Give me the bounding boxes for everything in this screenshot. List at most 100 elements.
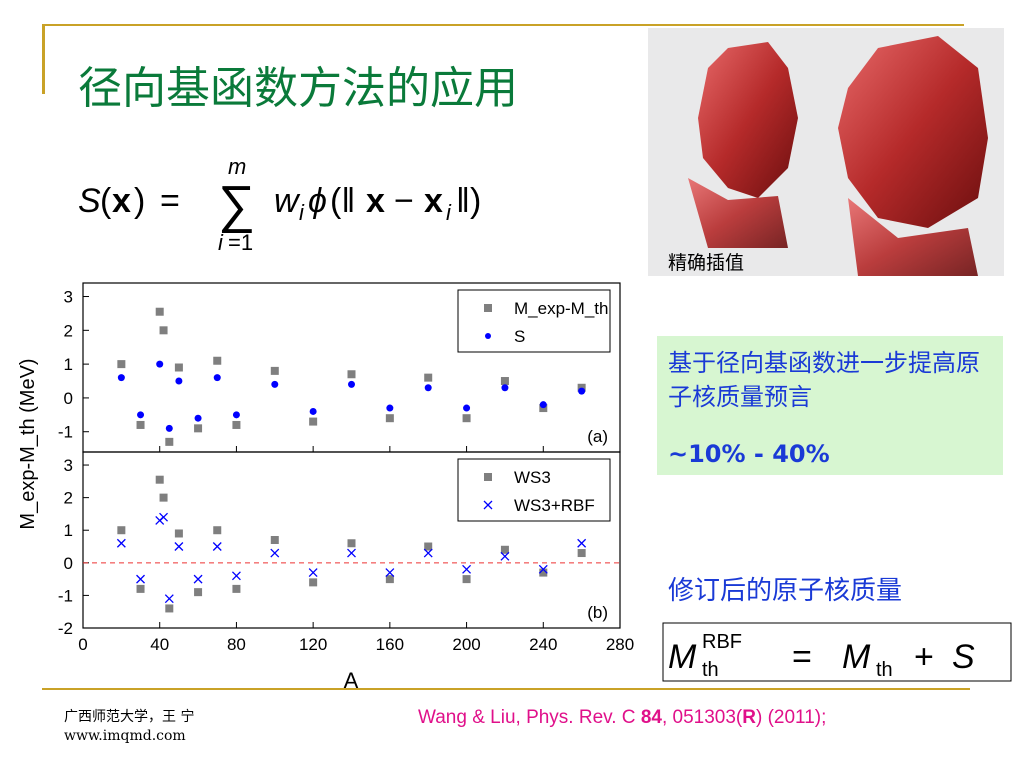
y-axis-label: M_exp-M_th (MeV) (17, 358, 39, 529)
legend-marker (485, 333, 491, 339)
data-point (462, 575, 471, 584)
data-point (155, 475, 164, 484)
interpolation-image (648, 28, 1004, 276)
x-tick-label: 80 (227, 635, 246, 654)
svg-text:=1: =1 (228, 230, 253, 255)
svg-text:=: = (160, 182, 180, 220)
svg-text:RBF: RBF (702, 631, 742, 653)
data-point (424, 384, 432, 392)
head-right (838, 36, 988, 276)
legend-marker (484, 473, 492, 481)
y-tick-label: 0 (64, 389, 73, 408)
citation-pages: , 051303( (661, 707, 743, 728)
data-point (271, 380, 279, 388)
data-point (175, 377, 183, 385)
x-tick-label: 280 (606, 635, 634, 654)
svg-text:): ) (134, 182, 145, 220)
data-point (232, 411, 240, 419)
data-point (194, 588, 203, 597)
data-point (212, 542, 222, 551)
data-point (385, 575, 394, 584)
legend-label: M_exp-M_th (514, 299, 608, 318)
x-tick-label: 120 (299, 635, 327, 654)
svg-text:th: th (876, 659, 893, 681)
y-tick-label: -1 (58, 423, 73, 442)
footer-organization: 广西师范大学，王 宁 (64, 709, 195, 725)
data-point (165, 604, 174, 613)
y-tick-label: -1 (58, 586, 73, 605)
data-point (136, 584, 145, 593)
data-point (159, 493, 168, 502)
svg-text:i: i (446, 200, 452, 225)
data-point (347, 370, 356, 379)
data-point (463, 404, 471, 412)
data-point (231, 571, 241, 581)
data-point (462, 564, 472, 574)
data-point (194, 414, 202, 422)
data-point (424, 373, 433, 382)
data-point (577, 549, 586, 558)
data-point (232, 420, 241, 429)
data-point (270, 366, 279, 375)
data-point (501, 384, 509, 392)
top-rule (44, 24, 964, 26)
svg-text:x: x (112, 182, 131, 220)
legend (457, 289, 611, 353)
data-point (385, 414, 394, 423)
svg-text:S: S (952, 638, 975, 676)
data-point (156, 360, 164, 368)
panel-a: 3 2 1 0 -1 M_exp-M_th S (a) (58, 282, 621, 453)
data-point (116, 538, 126, 548)
data-point (136, 574, 145, 584)
y-tick-label: 0 (64, 554, 73, 573)
data-point (500, 377, 509, 386)
svg-text:ϕ: ϕ (308, 182, 327, 220)
data-point (164, 594, 174, 604)
y-tick-label: 2 (64, 489, 73, 508)
data-point (347, 548, 356, 558)
rbf-formula: S ( x ) = m ∑ i =1 w i ϕ (‖ x − x i ‖) (78, 154, 481, 255)
left-accent-bar (42, 24, 45, 94)
data-point (117, 374, 125, 382)
panel-label: (b) (587, 603, 608, 622)
y-tick-label: -2 (58, 619, 73, 638)
legend-marker (484, 304, 492, 312)
legend (457, 458, 611, 522)
highlight-box-text: 基于径向基函数进一步提高原子核质量预言 (668, 349, 980, 411)
data-point (136, 420, 145, 429)
y-tick-label: 1 (64, 355, 73, 374)
data-point (424, 542, 433, 551)
x-axis-label: A (344, 668, 359, 692)
data-point (578, 387, 586, 395)
x-tick-label: 40 (150, 635, 169, 654)
data-point (213, 374, 221, 382)
highlight-box-range: ~10% - 40% (668, 440, 830, 468)
data-point (165, 424, 173, 432)
y-tick-label: 2 (64, 321, 73, 340)
legend-label: WS3 (514, 468, 551, 487)
data-point (539, 568, 548, 577)
mass-difference-chart: 3 2 1 0 -1 M_exp-M_th S (a) 3 2 1 0 -1 -2 0 40 80 120 160… (17, 282, 634, 692)
panel-b: 3 2 1 0 -1 -2 0 40 80 120 160 200 240 280 WS3 WS3+RBF (b… (58, 451, 634, 654)
footer-url[interactable]: www.imqmd.com (64, 728, 186, 744)
citation-letter: R (742, 707, 756, 728)
y-tick-label: 3 (64, 456, 73, 475)
data-point (159, 326, 168, 335)
svg-text:m: m (228, 154, 246, 179)
data-point (165, 437, 174, 446)
data-point (159, 512, 169, 522)
data-point (539, 401, 547, 409)
data-point (386, 404, 394, 412)
citation-year: ) (2011); (755, 707, 827, 728)
revised-mass-formula: M RBF th = M th + S (662, 622, 1012, 682)
head-left (688, 42, 798, 248)
svg-text:i: i (218, 230, 224, 255)
image-caption: 精确插值 (668, 252, 745, 274)
data-point (174, 529, 183, 538)
data-point (270, 548, 280, 558)
svg-text:M: M (668, 638, 697, 676)
data-point (213, 356, 222, 365)
y-tick-label: 3 (64, 288, 73, 307)
svg-text:w: w (274, 182, 301, 220)
panel-label: (a) (587, 427, 608, 446)
